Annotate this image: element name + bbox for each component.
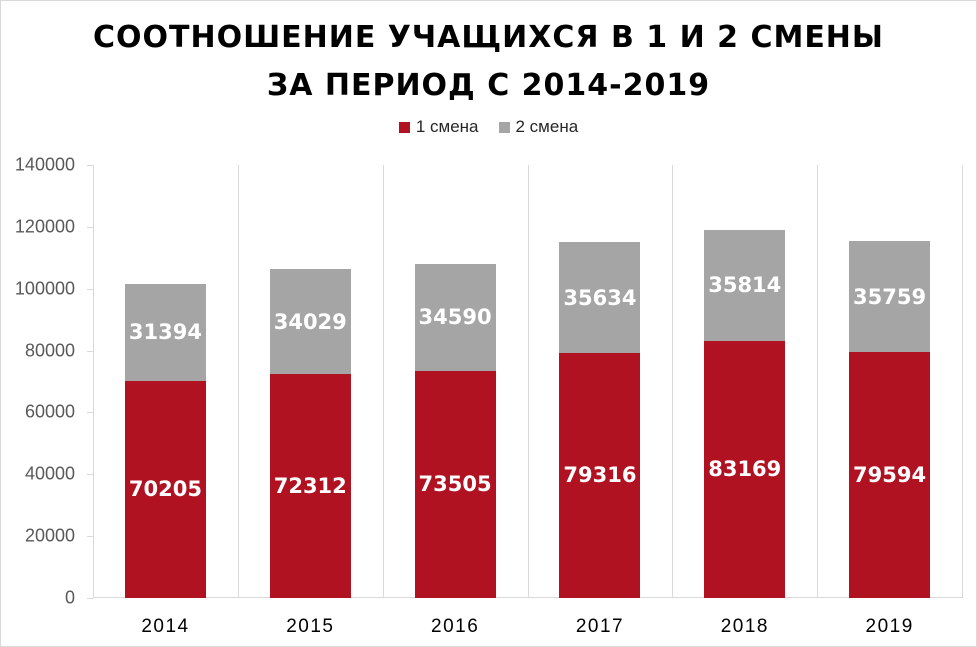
legend-swatch-icon: [498, 121, 510, 133]
plot-area: 70205 31394 72312 34029 73505 34590 79316 35634…: [87, 165, 963, 599]
bar-segment-1: 79594: [849, 351, 931, 598]
data-label: 35814: [708, 273, 782, 298]
bar-segment-2: 35634: [559, 242, 641, 353]
x-tick-label: 2016: [431, 616, 480, 637]
data-label: 70205: [128, 477, 202, 502]
bar-segment-2: 35814: [704, 230, 786, 341]
gridline: [672, 165, 673, 598]
bar-2017: 79316 35634: [559, 165, 641, 598]
y-tick-label: 20000: [24, 525, 75, 546]
bar-2019: 79594 35759: [849, 165, 931, 598]
chart-title-line-2: ЗА ПЕРИОД С 2014-2019: [266, 68, 711, 103]
y-tick-mark: [87, 288, 93, 290]
legend-swatch-icon: [398, 121, 410, 133]
y-tick-label: 140000: [14, 154, 75, 175]
data-label: 35634: [563, 285, 637, 310]
data-label: 34590: [418, 305, 492, 330]
gridline: [962, 165, 963, 598]
data-label: 72312: [273, 474, 347, 499]
legend-label: 1 смена: [415, 117, 479, 136]
gridline: [383, 165, 384, 598]
x-tick-label: 2018: [720, 616, 769, 637]
bar-segment-1: 79316: [559, 352, 641, 598]
y-tick-label: 0: [64, 587, 75, 608]
data-label: 73505: [418, 472, 492, 497]
x-tick-label: 2019: [865, 616, 914, 637]
data-label: 83169: [708, 457, 782, 482]
bar-2018: 83169 35814: [704, 165, 786, 598]
bar-segment-1: 70205: [124, 380, 206, 598]
x-tick-label: 2015: [286, 616, 335, 637]
gridline: [93, 165, 94, 598]
bar-segment-1: 73505: [414, 370, 496, 598]
chart-title-line-1: СООТНОШЕНИЕ УЧАЩИХСЯ В 1 И 2 СМЕНЫ: [92, 20, 885, 55]
y-tick-mark: [87, 536, 93, 538]
bar-segment-2: 31394: [124, 283, 206, 381]
y-tick-label: 100000: [14, 278, 75, 299]
y-tick-mark: [87, 226, 93, 228]
bar-segment-2: 34590: [414, 263, 496, 371]
legend-item-shift-2: 2 смена: [498, 117, 579, 137]
legend-item-shift-1: 1 смена: [398, 117, 479, 137]
bar-segment-2: 35759: [849, 241, 931, 352]
bar-segment-1: 72312: [269, 374, 351, 598]
y-tick-mark: [87, 474, 93, 476]
y-tick-label: 60000: [24, 401, 75, 422]
chart-legend: 1 смена 2 смена: [0, 117, 977, 137]
bar-segment-2: 34029: [269, 269, 351, 375]
y-tick-mark: [87, 598, 93, 599]
x-tick-label: 2017: [575, 616, 625, 637]
bar-segment-1: 83169: [704, 340, 786, 598]
bar-2014: 70205 31394: [124, 165, 206, 598]
y-tick-mark: [87, 412, 93, 414]
gridline: [528, 165, 529, 598]
y-tick-mark: [87, 165, 93, 166]
gridline: [817, 165, 818, 598]
data-label: 34029: [273, 309, 347, 334]
y-tick-label: 40000: [24, 463, 75, 484]
bar-2015: 72312 34029: [269, 165, 351, 598]
chart-title: СООТНОШЕНИЕ УЧАЩИХСЯ В 1 И 2 СМЕНЫ ЗА ПЕ…: [0, 14, 977, 110]
data-label: 79594: [853, 462, 927, 487]
bar-2016: 73505 34590: [414, 165, 496, 598]
y-tick-label: 120000: [14, 216, 75, 237]
gridline: [238, 165, 239, 598]
data-label: 79316: [563, 463, 637, 488]
legend-label: 2 смена: [515, 117, 579, 136]
data-label: 31394: [128, 320, 202, 345]
data-label: 35759: [853, 284, 927, 309]
y-tick-mark: [87, 350, 93, 352]
y-tick-label: 80000: [24, 340, 75, 361]
x-tick-label: 2014: [141, 616, 190, 637]
x-axis-line: [93, 597, 962, 598]
